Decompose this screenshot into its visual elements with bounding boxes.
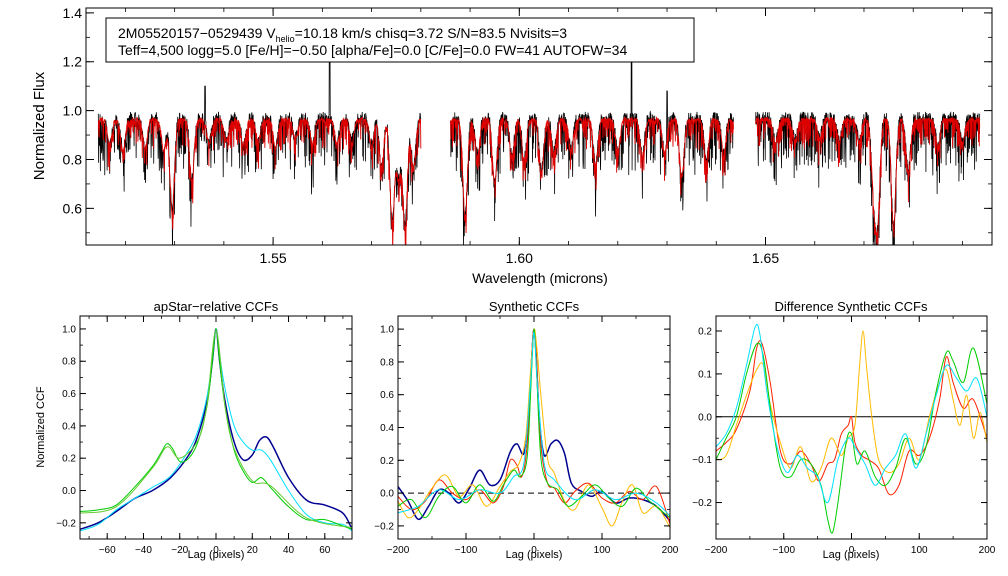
info-fit-stats: =10.18 km/s chisq=3.72 S/N=83.5 Nvisits=…: [295, 25, 568, 41]
apstar-ccf-ylabel: Normalized CCF: [35, 386, 47, 468]
spectrum-ytick-label: 0.6: [63, 200, 83, 216]
synthetic-ccf-ticks: −200 −100 0 100 200 −0.2 0.0 0.2 0.4 0.6 0.8 1.0: [374, 316, 679, 556]
spectrum-traces: [97, 24, 981, 245]
spectrum-ticks: 1.55 1.60 1.65 0.6 0.8 1.0 1.2 1.4: [63, 5, 992, 266]
spectrum-xtick-label: 1.55: [259, 250, 286, 266]
synthetic-xtick-label: −100: [455, 545, 478, 556]
apstar-xtick-label: 20: [247, 545, 259, 556]
synthetic-ytick-label: −0.2: [374, 521, 394, 532]
difference-ccf-traces: [716, 323, 987, 534]
spectrum-plot-frame: [85, 7, 993, 246]
spectrum-ytick-label: 1.2: [63, 54, 83, 70]
apstar-xtick-label: 60: [319, 545, 331, 556]
difference-xtick-label: 200: [979, 545, 996, 556]
synthetic-ytick-label: 0.8: [380, 357, 394, 368]
spectrum-xtick-label: 1.65: [752, 250, 779, 266]
synthetic-xtick-label: 200: [662, 545, 679, 556]
difference-ytick-label: 0.0: [698, 412, 712, 423]
info-box-frame: [105, 17, 695, 63]
spectrum-panel: 1.55 1.60 1.65 0.6 0.8 1.0 1.2 1.4 Wavelength (…: [31, 5, 993, 286]
apstar-ytick-label: 0.4: [62, 421, 76, 432]
spectrum-model-trace: [755, 116, 981, 245]
difference-ccf-title: Difference Synthetic CCFs: [775, 299, 928, 314]
apstar-ccf-ticks: −60 −40 −20 0 20 40 60 −0.2 0.0 0.2 0.4 0.6 0.8 1.0: [56, 316, 352, 556]
apstar-ccf-title: apStar−relative CCFs: [154, 299, 279, 314]
difference-ccf-ticks: −200 −100 0 100 200 −0.2 −0.1 0.0 0.1 0.2: [692, 316, 996, 556]
spectrum-xlabel: Wavelength (microns): [472, 270, 608, 286]
difference-ccf-panel: Difference Synthetic CCFs −200 −100 0 100 20…: [692, 299, 996, 561]
apstar-visit-3-curve: [80, 330, 352, 529]
difference-xtick-label: 0: [849, 545, 855, 556]
synthetic-ccf-xlabel: Lag (pixels): [506, 549, 563, 561]
apstar-xtick-label: −40: [135, 545, 152, 556]
synthetic-ccf-title: Synthetic CCFs: [489, 299, 580, 314]
synthetic-xtick-label: 0: [531, 545, 537, 556]
difference-xtick-label: 100: [911, 545, 928, 556]
spectrum-ytick-label: 1.4: [63, 5, 83, 21]
difference-xtick-label: −100: [772, 545, 795, 556]
apstar-ytick-label: 0.6: [62, 389, 76, 400]
apstar-ytick-label: −0.2: [56, 518, 76, 529]
apstar-ccf-traces: [80, 328, 352, 532]
synthetic-ytick-label: 1.0: [380, 325, 394, 336]
apstar-ytick-label: 0.2: [62, 454, 76, 465]
info-box-line-1: 2M05520157−0529439 Vhelio=10.18 km/s chi…: [118, 25, 567, 44]
synthetic-visit-4-curve: [398, 331, 670, 517]
synthetic-xtick-label: −200: [387, 545, 410, 556]
synthetic-ytick-label: 0.6: [380, 390, 394, 401]
synthetic-ytick-label: 0.2: [380, 456, 394, 467]
difference-visit-4-curve: [716, 323, 987, 504]
apstar-ytick-label: 0.0: [62, 486, 76, 497]
synthetic-ccf-panel: Synthetic CCFs −200 −100 0 100 200 −0.2 0.0 0.2…: [374, 299, 679, 561]
spectrum-xtick-label: 1.60: [506, 250, 533, 266]
synthetic-xtick-label: 100: [594, 545, 611, 556]
difference-ytick-label: 0.2: [698, 327, 712, 338]
synthetic-ytick-label: 0.4: [380, 423, 394, 434]
info-star-id: 2M05520157−0529439 V: [118, 25, 276, 41]
apstar-ytick-label: 1.0: [62, 324, 76, 335]
difference-visit-3-curve: [716, 342, 987, 534]
apstar-xtick-label: −20: [171, 545, 188, 556]
apstar-visit-2-curve: [80, 328, 352, 530]
difference-visit-1-curve: [716, 340, 987, 496]
apstar-ytick-label: 0.8: [62, 357, 76, 368]
synthetic-ytick-label: 0.0: [380, 489, 394, 500]
apstar-xtick-label: 40: [283, 545, 295, 556]
spectrum-model-trace: [449, 116, 734, 234]
spectrum-model-trace: [97, 116, 422, 245]
spectrum-info-box: 2M05520157−0529439 Vhelio=10.18 km/s chi…: [105, 17, 695, 63]
difference-ytick-label: −0.1: [692, 455, 712, 466]
difference-ytick-label: −0.2: [692, 498, 712, 509]
spectrum-ylabel: Normalized Flux: [31, 71, 48, 180]
difference-ytick-label: 0.1: [698, 369, 712, 380]
info-box-line-2: Teff=4,500 logg=5.0 [Fe/H]=−0.50 [alpha/…: [118, 42, 627, 58]
apstar-ccf-panel: apStar−relative CCFs −60 −40 −20 0 20 40 60 −0.…: [35, 299, 353, 561]
apstar-ccf-xlabel: Lag (pixels): [188, 549, 245, 561]
spectrum-ytick-label: 0.8: [63, 151, 83, 167]
difference-ccf-xlabel: Lag (pixels): [823, 549, 880, 561]
info-vhelio-subscript: helio: [276, 34, 295, 44]
apstar-xtick-label: 0: [213, 545, 219, 556]
apstar-xtick-label: −60: [99, 545, 116, 556]
difference-xtick-label: −200: [705, 545, 728, 556]
synthetic-ccf-traces: [398, 328, 670, 528]
spectrum-ytick-label: 1.0: [63, 103, 83, 119]
